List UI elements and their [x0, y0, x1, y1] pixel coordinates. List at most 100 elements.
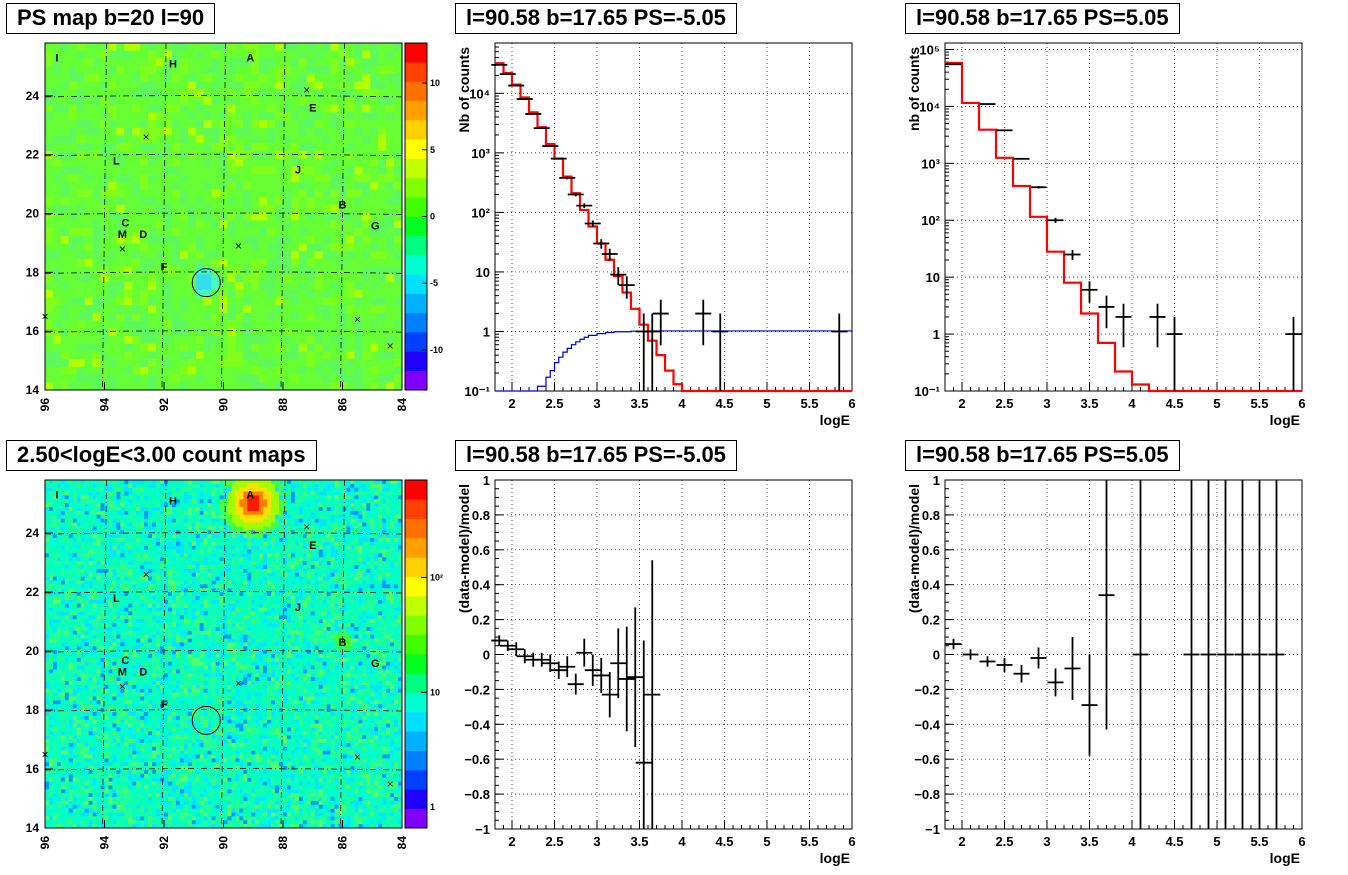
source-label-L: L — [113, 593, 120, 605]
res_neg-x-tick-label: 4 — [678, 834, 686, 849]
res_pos-x-tick-label: 2.5 — [995, 834, 1013, 849]
count_map-x-tick-label: 90 — [217, 836, 231, 850]
ps_map-x-tick-label: 92 — [157, 398, 171, 412]
spec_neg-x-tick-label: 4 — [678, 396, 686, 411]
res_pos-y-tick-label: 0.8 — [922, 508, 940, 523]
res_neg-plot-area — [495, 480, 852, 829]
spec_neg-x-tick-label: 5 — [763, 396, 770, 411]
data-point — [945, 638, 962, 650]
res_pos-x-tick-label: 3.5 — [1080, 834, 1098, 849]
res_neg-y-tick-label: 1 — [483, 473, 490, 488]
colorbar-segment — [405, 808, 427, 829]
source-label-D: D — [139, 667, 147, 679]
spec_neg-y-tick-label: 10³ — [471, 146, 490, 161]
data-point — [644, 560, 661, 829]
background-model-histogram — [945, 61, 1302, 393]
res_neg-y-tick-label: −0.8 — [464, 787, 490, 802]
ps_map-y-tick-label: 20 — [26, 207, 40, 221]
colorbar-segment — [405, 216, 427, 237]
source-label-F: F — [161, 261, 168, 273]
res_neg-y-tick-label: −1 — [475, 822, 490, 837]
data-point — [635, 640, 652, 829]
data-point — [996, 129, 1013, 132]
spec_neg-x-tick-label: 4.5 — [715, 396, 733, 411]
res_pos-y-tick-label: 1 — [933, 473, 940, 488]
data-point — [516, 98, 533, 100]
data-point — [610, 267, 627, 286]
spec_neg-x-tick-label: 3 — [593, 396, 600, 411]
count_map-y-tick-label: 24 — [26, 526, 40, 540]
ps_map-y-tick-label: 18 — [26, 265, 40, 279]
data-point — [550, 661, 567, 679]
count_map-y-tick-label: 16 — [26, 762, 40, 776]
source-label-F: F — [161, 699, 168, 711]
colorbar-segment — [405, 158, 427, 179]
data-point — [1098, 480, 1115, 730]
colorbar-segment — [405, 235, 427, 256]
spec_pos-y-tick-label: 10² — [921, 213, 940, 228]
spec_pos-y-axis-label: nb of counts — [906, 47, 922, 131]
res_pos-y-tick-label: 0.6 — [922, 543, 940, 558]
data-point — [567, 673, 584, 695]
ps-location-circle — [191, 705, 221, 735]
res_pos-y-tick-label: 0.2 — [922, 613, 940, 628]
res_pos-x-tick-label: 5.5 — [1250, 834, 1268, 849]
spec_pos-y-tick-label: 10⁴ — [919, 99, 940, 114]
data-point — [1064, 250, 1081, 261]
count_map-x-tick-label: 84 — [395, 836, 409, 850]
spec_pos-x-tick-label: 4.5 — [1165, 396, 1183, 411]
data-point — [1200, 480, 1217, 829]
spec_pos-y-tick-label: 10 — [926, 270, 940, 285]
source-cross-marker: × — [303, 83, 310, 97]
res_neg-y-tick-label: −0.4 — [464, 717, 490, 732]
source-label-J: J — [295, 164, 301, 176]
res_neg-y-tick-label: 0.8 — [472, 508, 490, 523]
count_map-x-tick-label: 94 — [98, 836, 112, 850]
colorbar-segment — [405, 712, 427, 732]
data-point — [593, 657, 610, 693]
source-cross-marker: × — [41, 747, 48, 761]
source-label-A: A — [246, 53, 254, 65]
spec_neg-x-tick-label: 3.5 — [630, 396, 648, 411]
res_neg-y-tick-label: 0.4 — [472, 578, 491, 593]
data-point — [1183, 480, 1200, 829]
source-label-J: J — [295, 602, 301, 614]
colorbar-tick-label: 1 — [430, 802, 435, 812]
source-label-E: E — [309, 540, 316, 552]
colorbar-segment — [405, 293, 427, 314]
res_pos-y-tick-label: −0.2 — [914, 682, 940, 697]
ps_map-x-tick-label: 88 — [276, 398, 290, 412]
spec_pos-x-tick-label: 3 — [1043, 396, 1050, 411]
ps_map-y-tick-label: 14 — [26, 383, 40, 397]
colorbar-segment — [405, 197, 427, 217]
data-point — [508, 642, 525, 657]
data-point — [695, 299, 712, 346]
residual-positive-title: l=90.58 b=17.65 PS=5.05 — [905, 440, 1180, 471]
res_pos-y-tick-label: −1 — [925, 822, 940, 837]
res_neg-y-tick-label: −0.2 — [464, 682, 490, 697]
spec_neg-y-tick-label: 10⁻¹ — [464, 384, 490, 399]
source-cross-marker: × — [143, 130, 150, 144]
ps_map-coordinate-grid — [44, 42, 403, 391]
res_pos-x-tick-label: 4.5 — [1165, 834, 1183, 849]
data-point — [610, 628, 627, 699]
res_pos-y-tick-label: −0.8 — [914, 787, 940, 802]
res_neg-x-tick-label: 3.5 — [630, 834, 648, 849]
data-point — [542, 654, 559, 672]
res_neg-y-tick-label: 0 — [483, 648, 490, 663]
background-model-histogram — [495, 62, 852, 393]
data-point — [542, 145, 559, 147]
data-point — [1030, 647, 1047, 669]
source-label-B: B — [339, 200, 347, 212]
colorbar-segment — [405, 255, 427, 275]
source-cross-marker: × — [235, 676, 242, 690]
source-label-G: G — [371, 658, 380, 670]
source-label-L: L — [113, 156, 120, 168]
source-label-H: H — [169, 496, 177, 508]
colorbar-segment — [405, 789, 427, 809]
colorbar-segment — [405, 499, 427, 519]
colorbar-segment — [405, 81, 427, 102]
colorbar-tick-label: 10 — [430, 687, 440, 697]
spec_pos-x-tick-label: 5 — [1213, 396, 1220, 411]
spec_neg-x-axis-label: logE — [820, 412, 850, 428]
